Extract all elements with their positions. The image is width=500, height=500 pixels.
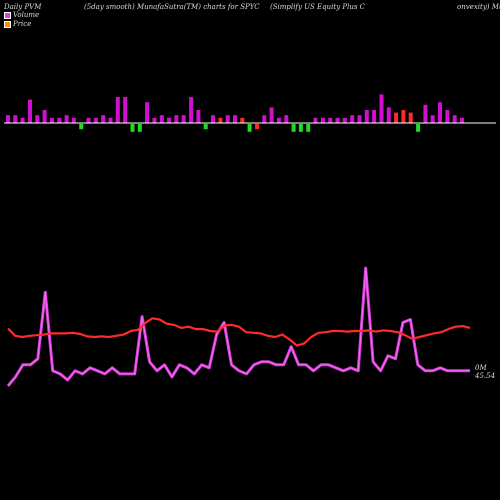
pvm-bar [306,124,311,132]
legend-price-swatch [4,20,11,28]
pvm-bar [218,117,223,123]
pvm-bar [152,117,157,123]
pvm-bar [357,115,362,123]
legend-price: Price [4,20,31,28]
pvm-bar [379,94,384,123]
pvm-bar [445,110,450,123]
pvm-bar [269,107,274,123]
pvm-bar [342,117,347,123]
pvm-bar [423,104,428,123]
legend-price-label: Price [13,20,32,28]
pvm-bar [130,124,135,132]
pvm-bar [460,117,464,123]
pvm-bar [86,117,91,123]
lines-group [6,266,471,387]
pvm-bar [233,115,237,123]
pvm-bar [416,124,421,132]
pvm-bar [401,110,406,123]
pvm-bar [123,97,128,123]
pvm-bar [174,115,179,123]
pvm-bar [408,112,413,123]
pvm-bar [386,107,391,123]
pvm-bar [93,117,98,123]
pvm-bar [35,115,40,123]
volume-end-label: 0M [475,364,487,372]
pvm-bar [203,124,208,130]
pvm-bar [189,97,194,123]
pvm-bar [57,117,62,123]
chart-header-right: (Simplify US Equity Plus C [270,3,366,11]
pvm-bar [364,110,369,123]
pvm-bar [71,117,76,123]
legend-volume-label: Volume [13,11,40,19]
pvm-bar [291,124,296,132]
pvm-bar [181,115,186,123]
pvm-bar [430,115,435,123]
chart-header-right-2: onvexity) Mu [457,3,500,11]
pvm-bar [28,99,32,123]
legend-volume-swatch [4,11,11,19]
chart-header-mid: (5day smooth) MunafaSutra(TM) charts for… [84,3,260,11]
pvm-bar [101,115,106,123]
volume-line-highlight [7,267,470,387]
chart-header-left: Daily PVM [4,3,42,11]
pvm-bar [313,117,318,123]
pvm-bar [211,115,215,123]
pvm-bar [320,117,325,123]
pvm-bar [6,115,10,123]
pvm-bar [438,102,442,123]
pvm-bar [452,115,457,123]
pvm-bar [167,117,172,123]
pvm-bar [335,117,340,123]
pvm-bar [115,97,120,123]
price-end-label: 45.54 [474,372,495,380]
pvm-bar [276,117,281,123]
pvm-bar [247,124,252,132]
pvm-bar [13,115,18,123]
pvm-bar [137,124,142,132]
pvm-bar [145,102,150,123]
pvm-bar [42,110,47,123]
pvm-bars-group [6,94,464,132]
pvm-bar [255,124,259,130]
pvm-bar [350,115,355,123]
pvm-bar [159,115,164,123]
pvm-bar [394,112,399,123]
pvm-bar [240,117,245,123]
pvm-bar [196,110,201,123]
pvm-bar [298,124,303,132]
pvm-bar [79,124,84,130]
pvm-bar [49,117,54,123]
legend-volume: Volume [4,11,39,19]
pvm-bar [372,110,377,123]
pvm-bar [225,115,230,123]
pvm-bar [20,117,25,123]
pvm-bar [262,115,267,123]
price-line [7,317,471,347]
pvm-bar [108,117,113,123]
pvm-bar [328,117,333,123]
pvm-bar [64,115,69,123]
pvm-bar [284,115,289,123]
